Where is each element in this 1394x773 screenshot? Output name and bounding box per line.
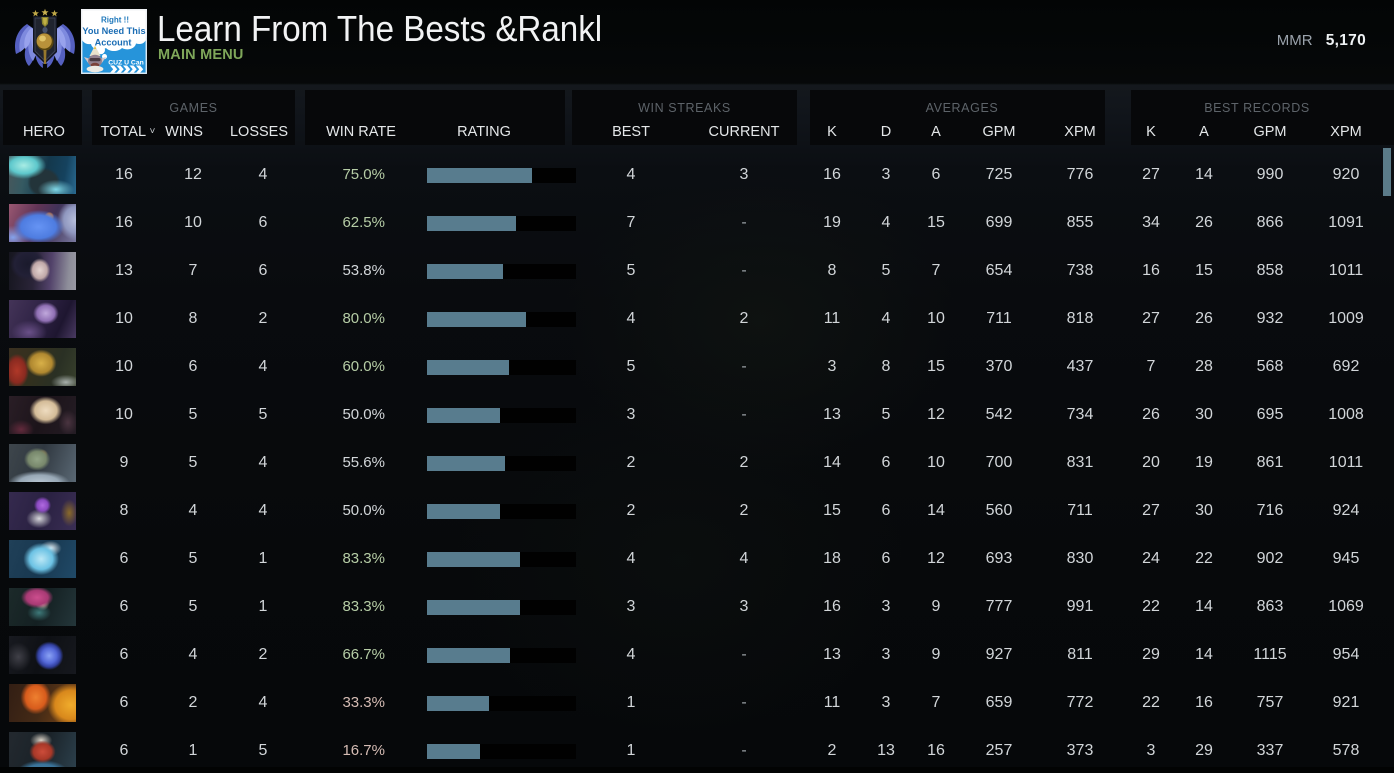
svg-text:Account: Account <box>95 38 132 48</box>
svg-text:CUZ U Can: CUZ U Can <box>108 60 144 67</box>
svg-text:You Need This: You Need This <box>82 26 145 36</box>
svg-text:Right !!: Right !! <box>101 16 129 25</box>
